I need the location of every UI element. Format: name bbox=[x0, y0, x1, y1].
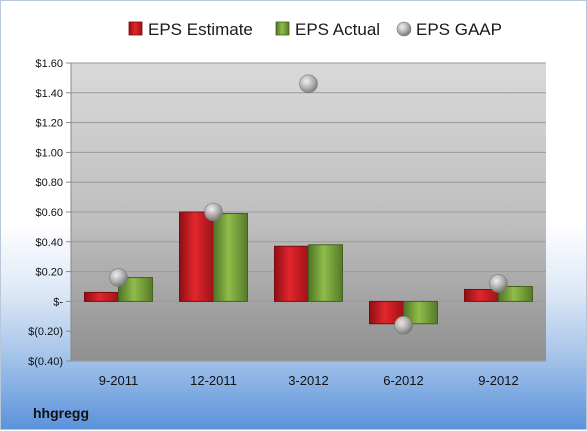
x-axis: 9-2011 12-2011 3-2012 6-2012 9-2012 bbox=[99, 373, 519, 388]
legend-label: EPS GAAP bbox=[416, 20, 502, 39]
legend-swatch bbox=[396, 21, 412, 37]
marker-eps-gaap bbox=[299, 74, 318, 94]
marker-eps-gaap bbox=[109, 268, 128, 287]
x-category-label: 12-2011 bbox=[190, 373, 237, 388]
legend-swatch bbox=[128, 21, 143, 36]
brand-label: hhgregg bbox=[33, 405, 89, 421]
bar-eps-actual bbox=[308, 244, 343, 302]
bar-eps-estimate bbox=[179, 211, 214, 302]
bar-eps-estimate bbox=[274, 245, 309, 302]
legend-label: EPS Estimate bbox=[148, 20, 253, 39]
y-tick-label: $0.20 bbox=[35, 267, 63, 279]
marker-eps-gaap bbox=[204, 202, 223, 222]
bars bbox=[84, 211, 533, 325]
bar-eps-actual bbox=[118, 277, 153, 302]
marker-eps-gaap bbox=[394, 315, 413, 335]
x-category-label: 6-2012 bbox=[383, 373, 423, 388]
bar-eps-estimate bbox=[84, 291, 119, 302]
x-category-label: 9-2011 bbox=[99, 373, 139, 388]
bar-eps-actual bbox=[498, 286, 533, 302]
y-tick-label: $(0.40) bbox=[28, 356, 63, 368]
x-category-label: 9-2012 bbox=[478, 373, 518, 388]
y-tick-label: $(0.20) bbox=[28, 326, 63, 338]
y-tick-label: $0.80 bbox=[35, 177, 63, 189]
bar-eps-actual bbox=[403, 300, 438, 325]
bar-eps-actual bbox=[213, 212, 248, 302]
marker-eps-gaap bbox=[489, 274, 508, 293]
y-axis: $(0.40) $(0.20) $- $0.20 $0.40 $0.60 $0.80 $1.0… bbox=[28, 58, 72, 368]
y-tick-label: $1.40 bbox=[35, 88, 63, 100]
legend-label: EPS Actual bbox=[295, 20, 380, 39]
y-tick-label: $1.60 bbox=[35, 58, 63, 70]
y-tick-label: $0.40 bbox=[35, 237, 63, 249]
y-tick-label: $1.00 bbox=[35, 147, 63, 159]
y-tick-label: $0.60 bbox=[35, 207, 63, 219]
y-tick-label: $1.20 bbox=[35, 118, 63, 130]
x-category-label: 3-2012 bbox=[288, 373, 328, 388]
gaap-markers bbox=[109, 74, 508, 335]
y-tick-label: $- bbox=[53, 296, 63, 308]
legend: EPS Estimate EPS Actual EPS GAAP bbox=[128, 20, 502, 39]
legend-swatch bbox=[275, 21, 290, 36]
